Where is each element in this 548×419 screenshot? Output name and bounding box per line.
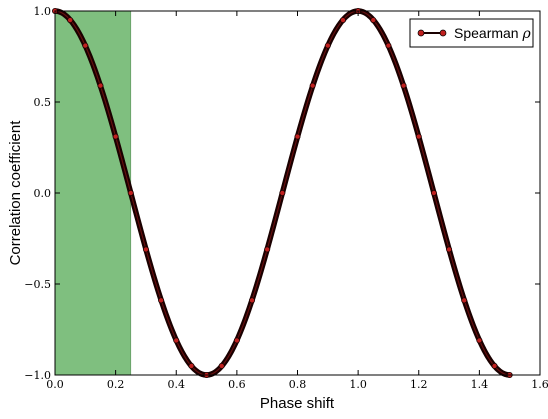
data-point xyxy=(173,337,180,344)
legend: Spearman ρ xyxy=(409,18,534,48)
data-point xyxy=(233,337,240,344)
x-tick-label: 1.4 xyxy=(471,378,489,391)
data-point xyxy=(67,17,74,24)
x-tick-label: 0.8 xyxy=(289,378,307,391)
x-axis-label: Phase shift xyxy=(260,395,335,412)
y-tick-label: 1.0 xyxy=(34,5,52,18)
x-tick-label: 1.6 xyxy=(531,378,548,391)
legend-label: Spearman ρ xyxy=(454,25,531,42)
data-point xyxy=(324,42,331,49)
y-tick-label: −1.0 xyxy=(24,369,51,382)
x-tick-label: 1.2 xyxy=(410,378,428,391)
data-point xyxy=(264,246,271,253)
y-tick-label: −0.5 xyxy=(24,278,51,291)
data-point xyxy=(142,246,149,253)
data-point xyxy=(461,297,468,304)
x-tick-label: 0.6 xyxy=(228,378,246,391)
x-tick-label: 0.2 xyxy=(107,378,125,391)
data-point xyxy=(309,82,316,89)
data-point xyxy=(249,297,256,304)
legend-label-rho: ρ xyxy=(521,26,531,42)
data-point xyxy=(82,42,89,49)
data-point xyxy=(400,82,407,89)
plot-area xyxy=(52,7,513,378)
legend-marker-left xyxy=(417,29,425,37)
data-point xyxy=(97,82,104,89)
data-point xyxy=(127,189,134,196)
legend-box xyxy=(409,18,534,48)
y-tick-label: 0.0 xyxy=(34,187,52,200)
x-tick-label: 0.4 xyxy=(168,378,186,391)
data-point xyxy=(112,133,119,140)
data-point xyxy=(385,42,392,49)
legend-label-text: Spearman xyxy=(454,25,522,41)
x-tick-label: 1.0 xyxy=(349,378,367,391)
x-tick-label: 0.0 xyxy=(46,378,64,391)
data-point xyxy=(476,337,483,344)
data-point xyxy=(430,189,437,196)
y-tick-label: 0.5 xyxy=(34,96,52,109)
data-point xyxy=(446,246,453,253)
data-point xyxy=(339,17,346,24)
data-point xyxy=(294,133,301,140)
data-point xyxy=(370,17,377,24)
data-point xyxy=(158,297,165,304)
data-point xyxy=(188,362,195,369)
data-point xyxy=(491,362,498,369)
y-axis-label: Correlation coefficient xyxy=(7,120,24,266)
data-point xyxy=(279,189,286,196)
data-point xyxy=(415,133,422,140)
legend-marker-right xyxy=(439,29,447,37)
axes: 0.0 0.2 0.4 0.6 0.8 1.0 1.2 1.4 1.6 1.0 0.5 0.0 −0.5… xyxy=(24,5,548,391)
data-point xyxy=(218,362,225,369)
